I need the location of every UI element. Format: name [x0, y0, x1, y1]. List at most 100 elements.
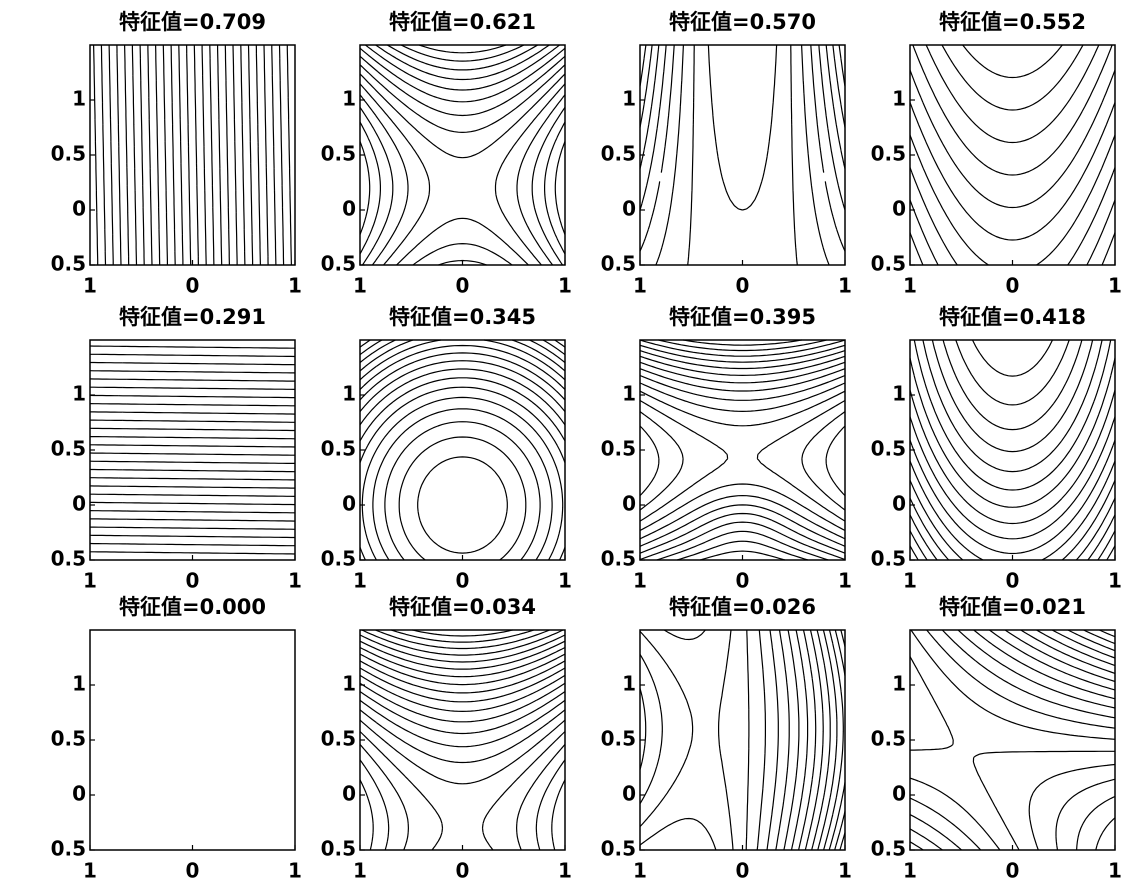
y-tick-label: 1: [72, 382, 86, 406]
panel-title: 特征值=0.570: [669, 10, 816, 34]
x-tick-label: 1: [288, 569, 302, 593]
x-tick-label: 1: [838, 274, 852, 298]
x-tick-label: 0: [1006, 859, 1020, 883]
y-tick-label: 0.5: [321, 252, 356, 276]
x-tick-label: 1: [838, 859, 852, 883]
x-tick-label: 0: [1006, 274, 1020, 298]
x-tick-label: 0: [186, 274, 200, 298]
y-tick-label: 0: [892, 197, 906, 221]
y-tick-label: 0: [892, 492, 906, 516]
contour-lines: [639, 339, 846, 561]
x-tick-label: 1: [353, 859, 367, 883]
contour-lines: [639, 629, 846, 851]
contour-lines: [89, 345, 296, 555]
y-tick-label: 0: [892, 782, 906, 806]
panel-title: 特征值=0.418: [939, 305, 1086, 329]
y-tick-label: 0.5: [321, 437, 356, 461]
y-tick-label: 0.5: [51, 727, 86, 751]
contour-lines: [359, 44, 566, 266]
x-tick-label: 1: [288, 274, 302, 298]
y-tick-label: 1: [342, 87, 356, 111]
x-tick-label: 1: [558, 274, 572, 298]
y-tick-label: 0.5: [51, 837, 86, 861]
x-tick-label: 1: [353, 569, 367, 593]
y-tick-label: 0.5: [601, 142, 636, 166]
contour-lines: [909, 629, 1116, 851]
x-tick-label: 0: [736, 274, 750, 298]
y-tick-label: 0.5: [601, 252, 636, 276]
y-tick-label: 1: [342, 382, 356, 406]
plot-frame: [639, 44, 846, 266]
x-tick-label: 1: [1108, 859, 1122, 883]
x-tick-label: 1: [83, 569, 97, 593]
plot-frame: [639, 339, 846, 561]
y-tick-label: 0: [342, 197, 356, 221]
y-tick-label: 0.5: [871, 727, 906, 751]
y-tick-label: 1: [72, 672, 86, 696]
panel-title: 特征值=0.021: [939, 595, 1086, 619]
contour-lines: [639, 44, 846, 266]
x-tick-label: 0: [186, 569, 200, 593]
x-tick-label: 0: [456, 274, 470, 298]
y-tick-label: 0.5: [51, 437, 86, 461]
x-tick-label: 1: [1108, 569, 1122, 593]
y-tick-label: 0.5: [51, 252, 86, 276]
y-tick-label: 0.5: [321, 727, 356, 751]
panel-title: 特征值=0.291: [119, 305, 266, 329]
y-tick-label: 0.5: [321, 547, 356, 571]
panel-title: 特征值=0.552: [939, 10, 1086, 34]
x-tick-label: 1: [558, 569, 572, 593]
y-tick-label: 0.5: [321, 837, 356, 861]
y-tick-label: 0.5: [601, 837, 636, 861]
panel-title: 特征值=0.000: [119, 595, 266, 619]
plot-frame: [909, 629, 1116, 851]
y-tick-label: 1: [892, 382, 906, 406]
x-tick-label: 1: [288, 859, 302, 883]
y-tick-label: 1: [72, 87, 86, 111]
y-tick-label: 0: [342, 492, 356, 516]
x-tick-label: 1: [1108, 274, 1122, 298]
y-tick-label: 0.5: [601, 727, 636, 751]
y-tick-label: 1: [622, 87, 636, 111]
y-tick-label: 1: [342, 672, 356, 696]
y-tick-label: 0.5: [51, 547, 86, 571]
x-tick-label: 1: [633, 859, 647, 883]
panel-title: 特征值=0.026: [669, 595, 816, 619]
y-tick-label: 0.5: [601, 547, 636, 571]
y-tick-label: 0.5: [871, 547, 906, 571]
x-tick-label: 0: [736, 859, 750, 883]
y-tick-label: 1: [892, 87, 906, 111]
x-tick-label: 1: [633, 569, 647, 593]
contour-lines: [93, 44, 292, 266]
y-tick-label: 1: [622, 672, 636, 696]
plot-frame: [359, 339, 566, 561]
x-tick-label: 1: [83, 274, 97, 298]
contour-lines: [359, 629, 566, 851]
plot-frame: [909, 339, 1116, 561]
y-tick-label: 0.5: [871, 142, 906, 166]
y-tick-label: 0: [622, 197, 636, 221]
x-tick-label: 1: [903, 274, 917, 298]
x-tick-label: 0: [186, 859, 200, 883]
y-tick-label: 0: [72, 197, 86, 221]
x-tick-label: 0: [1006, 569, 1020, 593]
x-tick-label: 1: [903, 569, 917, 593]
contour-lines: [909, 339, 1116, 561]
x-tick-label: 1: [903, 859, 917, 883]
y-tick-label: 0: [72, 492, 86, 516]
plot-frame: [359, 44, 566, 266]
x-tick-label: 1: [353, 274, 367, 298]
plot-frame: [639, 629, 846, 851]
x-tick-label: 1: [83, 859, 97, 883]
plot-frame: [909, 44, 1116, 266]
y-tick-label: 0: [622, 492, 636, 516]
